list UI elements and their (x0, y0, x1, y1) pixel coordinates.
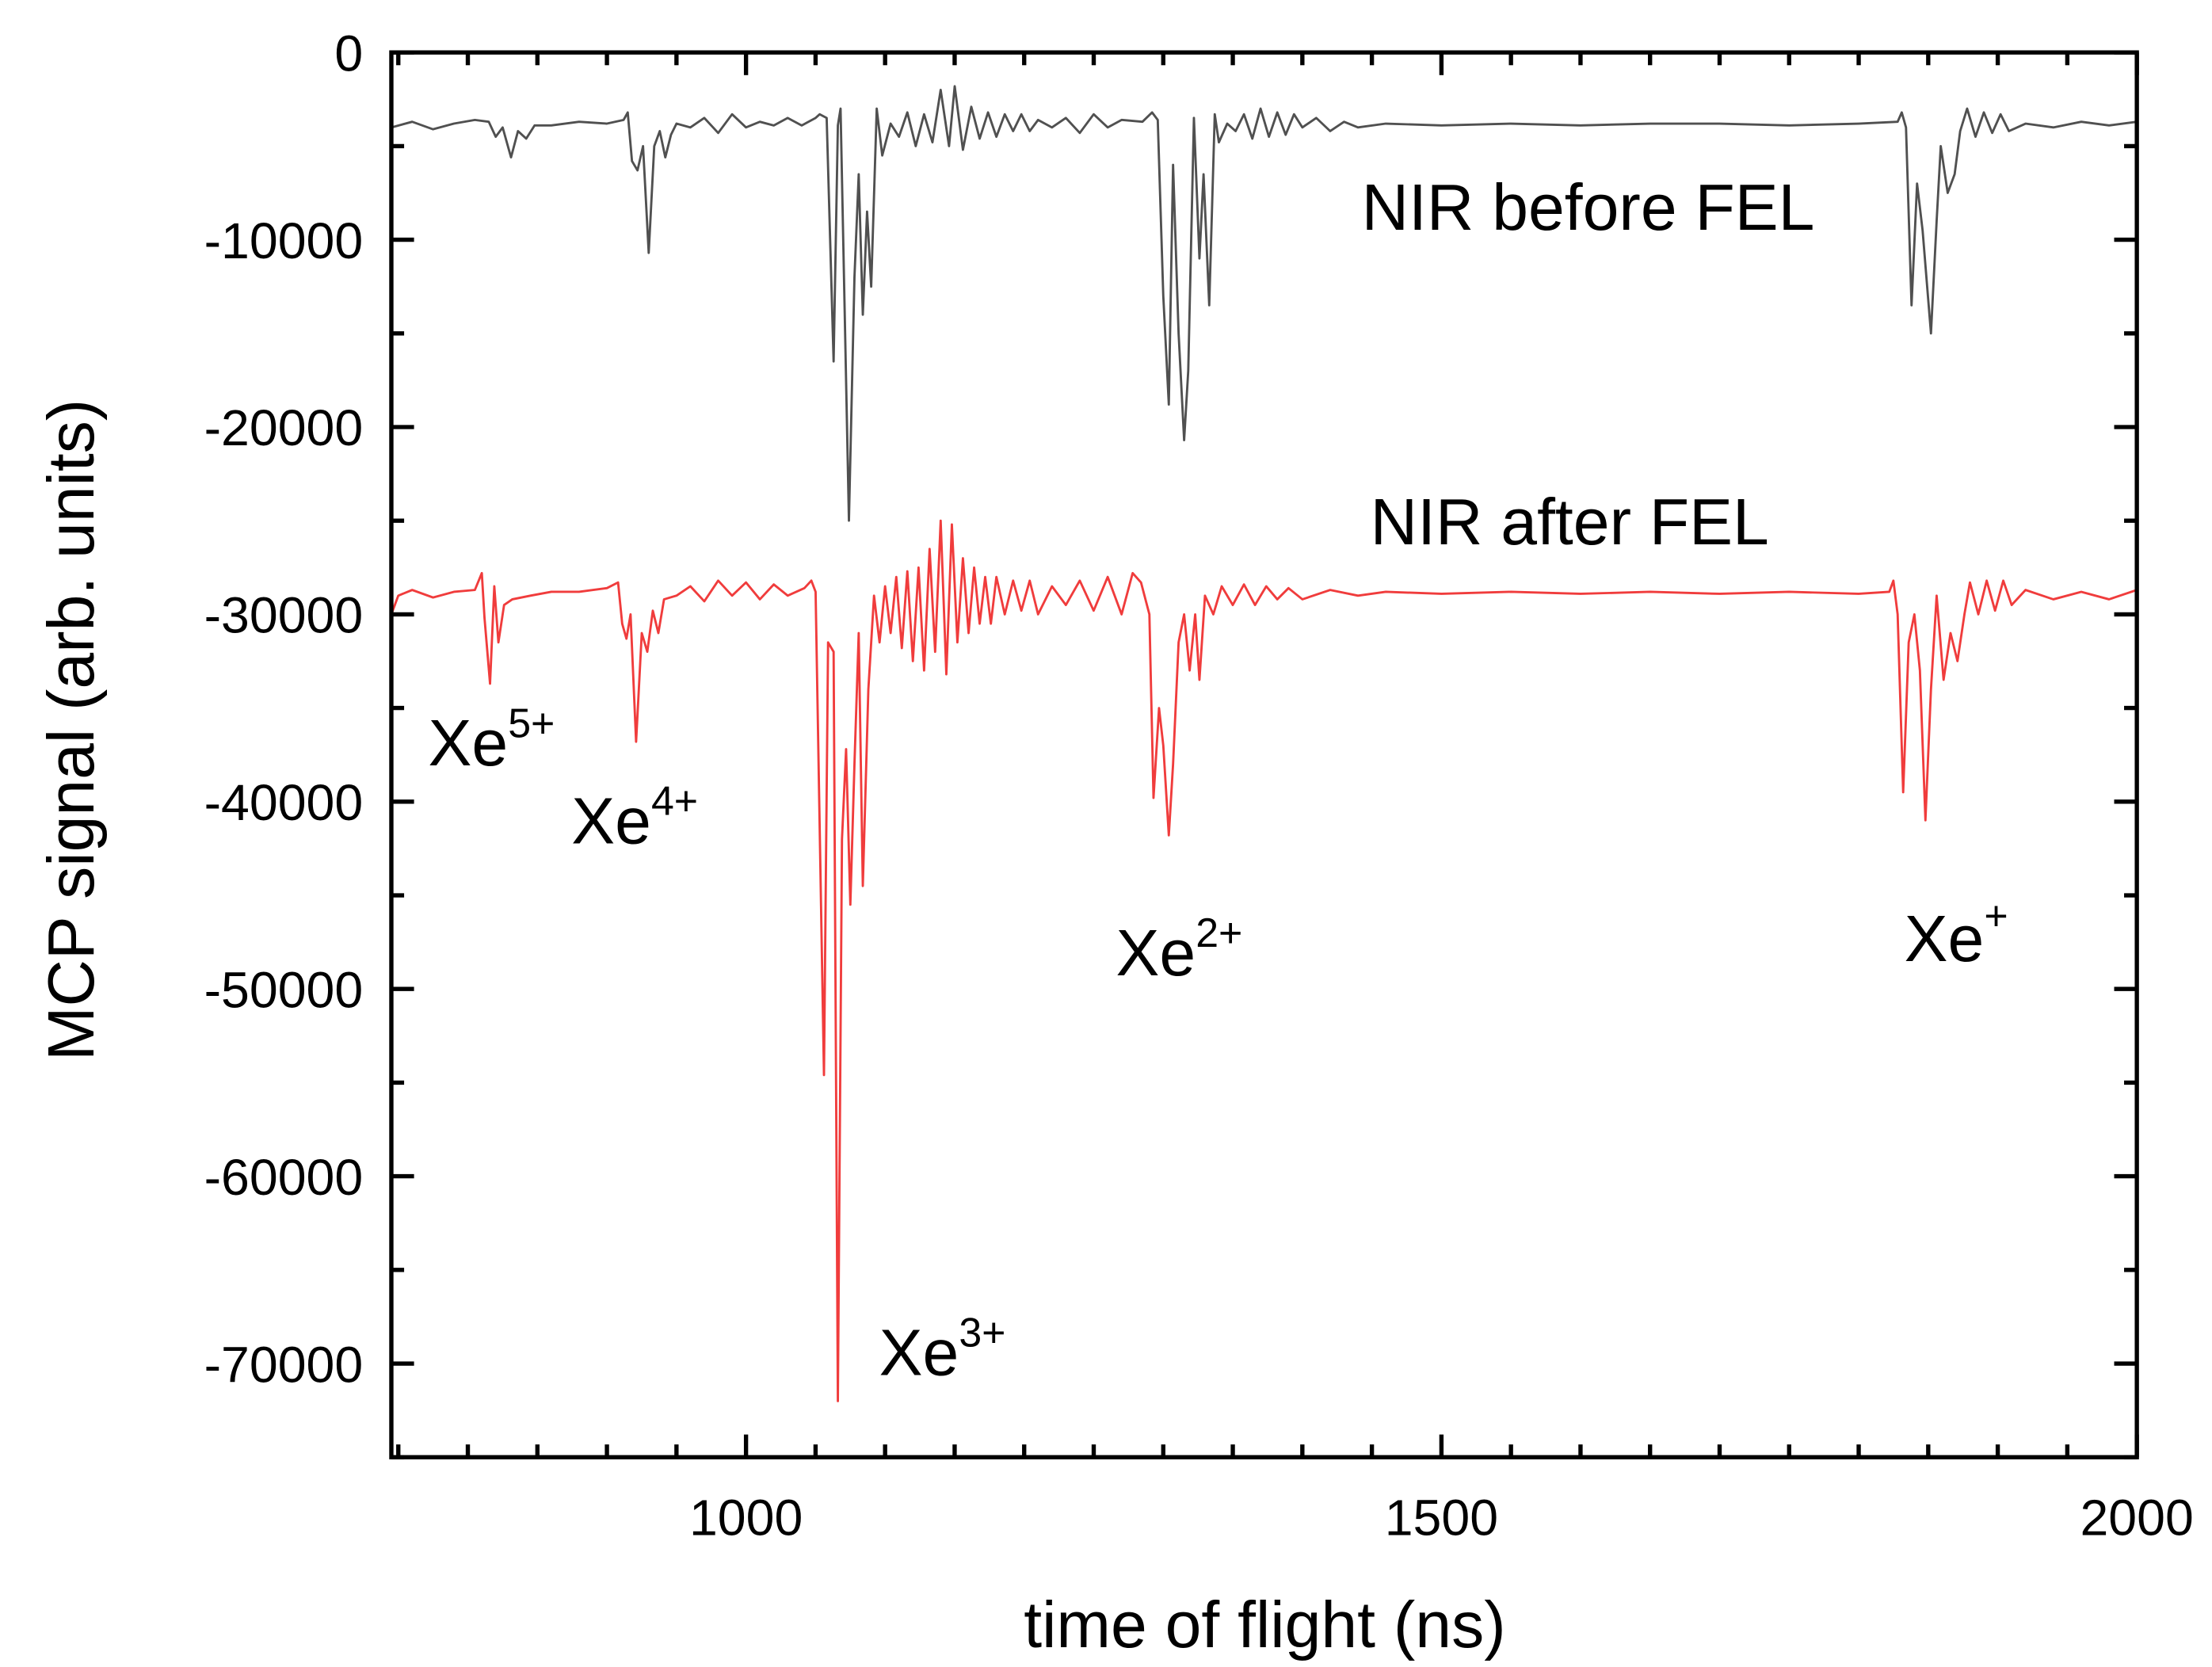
label-xe4: Xe4+ (571, 778, 698, 858)
y-tick-label: 0 (334, 25, 363, 82)
axis-ticks (391, 50, 2139, 1459)
series-line-nir-after-fel (390, 519, 2138, 1402)
y-tick-label: -50000 (204, 961, 364, 1018)
plot-frame (389, 50, 2139, 1459)
label-xe1: Xe+ (1905, 893, 2008, 975)
x-tick-label: 1500 (1385, 1490, 1498, 1547)
label-xe3: Xe3+ (879, 1310, 1006, 1390)
label-nir-after-fel: NIR after FEL (1371, 486, 1769, 559)
y-tick-label: -20000 (204, 399, 364, 456)
y-tick-label: -30000 (204, 587, 364, 644)
x-tick-label: 2000 (2080, 1490, 2193, 1547)
tick-labels: 1000 1500 2000 0 -10000 -20000 -30000 -40000 -50… (204, 25, 2194, 1546)
y-axis-title: MCP signal (arb. units) (35, 399, 108, 1061)
y-tick-label: -60000 (204, 1149, 364, 1206)
series-line-nir-before-fel (391, 85, 2138, 522)
label-xe5: Xe5+ (429, 700, 555, 780)
y-tick-label: -10000 (204, 212, 364, 269)
y-tick-label: -40000 (204, 774, 364, 831)
label-nir-before-fel: NIR before FEL (1362, 171, 1815, 244)
series-lines (390, 85, 2138, 1402)
x-axis-title: time of flight (ns) (1024, 1589, 1505, 1661)
label-xe2: Xe2+ (1116, 910, 1243, 990)
x-tick-label: 1000 (689, 1490, 803, 1547)
y-tick-label: -70000 (204, 1336, 364, 1393)
